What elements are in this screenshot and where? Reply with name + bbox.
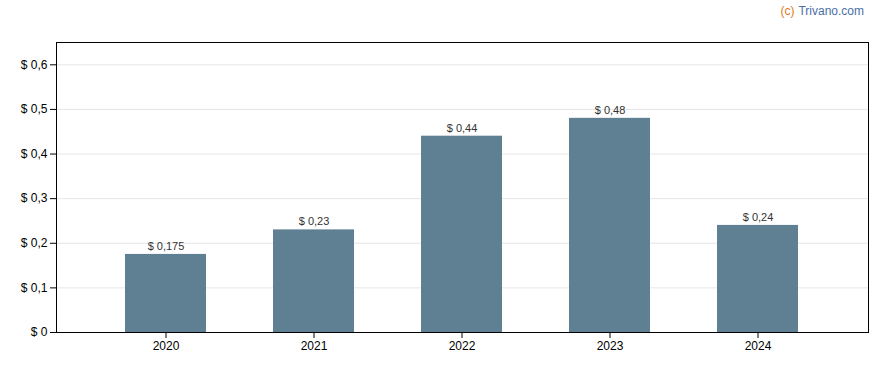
- svg-text:2024: 2024: [745, 339, 772, 353]
- svg-text:2020: 2020: [153, 339, 180, 353]
- svg-text:$ 0,175: $ 0,175: [148, 240, 185, 252]
- svg-text:$ 0,3: $ 0,3: [21, 191, 48, 205]
- svg-text:2021: 2021: [301, 339, 328, 353]
- svg-text:2023: 2023: [597, 339, 624, 353]
- html-text:(c) Trivano.com: (c) Trivano.com: [780, 4, 864, 18]
- svg-text:$ 0,48: $ 0,48: [595, 104, 626, 116]
- svg-text:$ 0,1: $ 0,1: [21, 281, 48, 295]
- svg-text:$ 0,5: $ 0,5: [21, 102, 48, 116]
- svg-text:$ 0,6: $ 0,6: [21, 58, 48, 72]
- svg-text:2022: 2022: [449, 339, 476, 353]
- svg-text:$ 0,23: $ 0,23: [299, 215, 330, 227]
- svg-text:$ 0,44: $ 0,44: [447, 122, 478, 134]
- svg-text:$ 0,2: $ 0,2: [21, 236, 48, 250]
- svg-text:$ 0,24: $ 0,24: [743, 211, 774, 223]
- svg-text:$ 0,4: $ 0,4: [21, 147, 48, 161]
- svg-text:$ 0: $ 0: [31, 325, 48, 339]
